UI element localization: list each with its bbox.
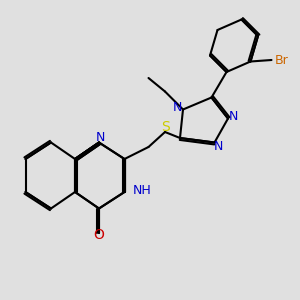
Text: Br: Br — [274, 53, 288, 67]
Text: S: S — [160, 120, 169, 134]
Text: N: N — [96, 130, 105, 144]
Text: NH: NH — [133, 184, 152, 197]
Text: N: N — [213, 140, 223, 154]
Text: O: O — [94, 228, 104, 242]
Text: N: N — [173, 100, 182, 114]
Text: N: N — [229, 110, 238, 123]
